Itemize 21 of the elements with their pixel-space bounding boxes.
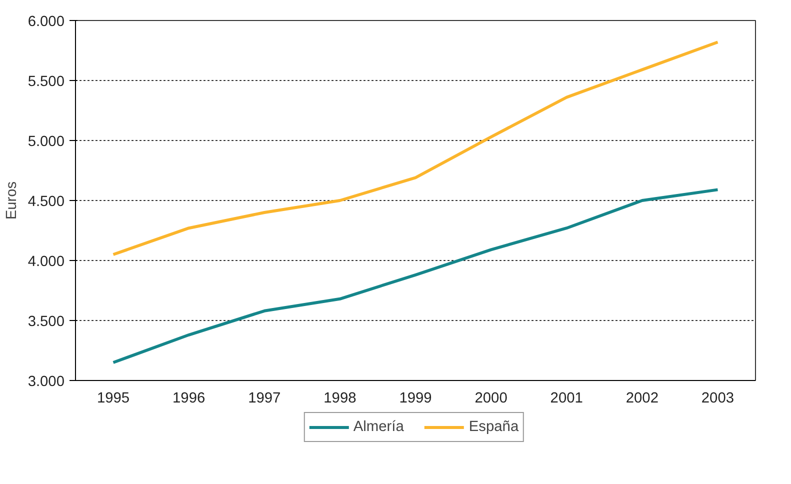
x-tick-label: 2003 — [701, 390, 734, 406]
y-tick-label: 3.500 — [28, 314, 65, 330]
x-tick-label: 2001 — [550, 390, 583, 406]
y-axis-title: Euros — [4, 181, 20, 220]
x-tick-label: 1996 — [172, 390, 206, 406]
x-tick-label: 2000 — [474, 390, 508, 406]
y-tick-label: 4.000 — [28, 254, 65, 270]
x-tick-label: 1995 — [96, 390, 130, 406]
x-tick-label: 1999 — [399, 390, 432, 406]
y-tick-label: 5.500 — [28, 74, 65, 90]
y-tick-label: 6.000 — [28, 14, 65, 30]
y-tick-label: 3.000 — [28, 374, 65, 390]
line-series — [112, 40, 720, 256]
x-tick-label: 1997 — [248, 390, 281, 406]
y-tick-label: 4.500 — [28, 194, 65, 210]
legend-label: España — [468, 419, 519, 435]
x-tick-label: 2002 — [626, 390, 658, 406]
x-tick-label: 1998 — [324, 390, 356, 406]
line-series — [112, 188, 720, 364]
y-tick-label: 5.000 — [28, 134, 65, 150]
legend-label: Almería — [353, 419, 404, 435]
